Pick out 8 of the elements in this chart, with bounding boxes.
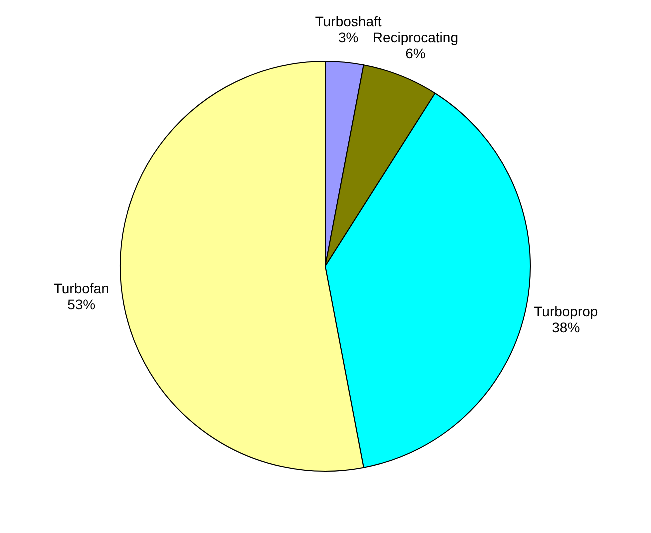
slice-label: Turbofan [54,280,110,297]
slice-label: Reciprocating [372,30,458,46]
data-label: 38% [552,319,580,336]
slice-label: Turboprop [534,303,598,320]
data-label: 53% [68,296,96,313]
data-label: 3% [338,30,359,46]
data-label: 6% [406,46,426,62]
slice-label: Turboshaft [315,14,382,30]
